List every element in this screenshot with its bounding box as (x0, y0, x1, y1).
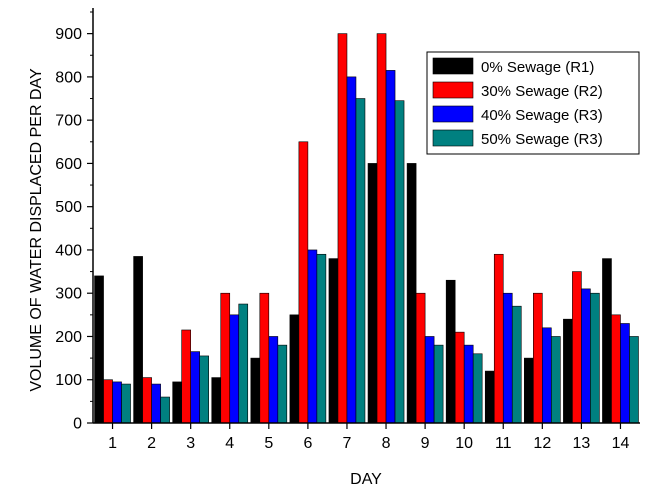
y-tick-label-400: 400 (55, 242, 82, 259)
x-tick-label-2: 2 (147, 435, 156, 452)
bar-series-4-day-11 (511, 305, 522, 424)
y-tick-label-100: 100 (55, 372, 82, 389)
x-tick-label-11: 11 (495, 435, 512, 452)
bar-series-1-day-6 (289, 314, 300, 424)
x-tick-label-13: 13 (572, 435, 590, 452)
y-tick-label-800: 800 (55, 69, 82, 86)
legend-label-3: 40% Sewage (R3) (481, 107, 603, 124)
y-tick-label-500: 500 (55, 199, 82, 216)
bar-series-4-day-8 (394, 100, 405, 424)
bar-series-1-day-2 (133, 256, 143, 424)
x-tick-label-7: 7 (343, 435, 352, 452)
bar-series-4-day-1 (121, 383, 131, 424)
bar-series-3-day-6 (307, 249, 318, 424)
legend-label-2: 30% Sewage (R2) (481, 83, 603, 100)
bar-series-3-day-14 (620, 323, 630, 424)
bar-series-3-day-3 (190, 351, 200, 424)
legend-swatch-2 (432, 81, 474, 99)
bar-series-4-day-5 (277, 344, 288, 424)
bar-series-2-day-7 (337, 33, 348, 424)
bar-series-2-day-6 (298, 141, 309, 424)
bar-series-2-day-11 (493, 253, 504, 424)
bar-series-2-day-1 (103, 379, 113, 424)
bar-series-3-day-7 (346, 76, 357, 424)
y-tick-label-700: 700 (55, 113, 82, 130)
bar-series-4-day-9 (433, 344, 444, 424)
bar-series-1-day-10 (445, 279, 456, 424)
bar-series-3-day-1 (112, 381, 122, 424)
bar-series-1-day-7 (328, 258, 339, 424)
bar-series-1-day-11 (484, 370, 495, 424)
x-tick-label-5: 5 (264, 435, 273, 452)
bar-series-1-day-1 (94, 275, 104, 424)
bar-series-2-day-9 (415, 292, 426, 424)
bar-series-3-day-2 (151, 383, 161, 424)
x-tick-label-14: 14 (612, 435, 630, 452)
bar-series-4-day-13 (590, 292, 600, 424)
x-tick-label-6: 6 (303, 435, 312, 452)
bar-series-2-day-14 (611, 314, 621, 424)
bar-series-3-day-11 (502, 292, 513, 424)
legend-label-1: 0% Sewage (R1) (481, 59, 594, 76)
bar-series-1-day-5 (250, 357, 261, 424)
x-tick-label-1: 1 (108, 435, 117, 452)
bar-series-3-day-10 (463, 344, 474, 424)
bar-series-1-day-12 (524, 357, 534, 424)
x-tick-label-12: 12 (533, 435, 551, 452)
legend: 0% Sewage (R1) 30% Sewage (R2) 40% Sewage … (426, 51, 640, 155)
bar-series-3-day-9 (424, 336, 435, 424)
legend-label-4: 50% Sewage (R3) (481, 131, 603, 148)
bar-series-4-day-7 (355, 98, 366, 424)
bar-series-2-day-10 (454, 331, 465, 424)
bar-series-2-day-3 (181, 329, 191, 424)
y-tick-label-900: 900 (55, 26, 82, 43)
bar-series-4-day-2 (160, 396, 170, 424)
bar-series-1-day-13 (563, 318, 573, 424)
bar-series-4-day-14 (629, 336, 639, 424)
x-tick-label-10: 10 (455, 435, 473, 452)
legend-swatch-1 (432, 57, 474, 75)
bar-series-1-day-14 (602, 258, 612, 424)
bar-series-1-day-8 (367, 163, 378, 424)
x-tick-label-9: 9 (421, 435, 430, 452)
bar-series-2-day-2 (142, 377, 152, 424)
bars-group (94, 33, 639, 424)
legend-swatch-3 (432, 105, 474, 123)
bar-series-1-day-3 (172, 381, 182, 424)
bar-series-3-day-13 (581, 288, 591, 424)
y-tick-label-200: 200 (55, 329, 82, 346)
bar-series-2-day-13 (572, 271, 582, 424)
y-tick-label-300: 300 (55, 286, 82, 303)
legend-swatch-4 (432, 129, 474, 147)
bar-series-4-day-4 (238, 303, 249, 424)
bar-series-2-day-4 (220, 292, 231, 424)
bar-series-2-day-12 (533, 292, 543, 424)
x-tick-label-8: 8 (382, 435, 391, 452)
y-tick-label-0: 0 (73, 416, 82, 433)
bar-series-3-day-5 (268, 336, 279, 424)
bar-series-3-day-4 (229, 314, 240, 424)
bar-series-2-day-5 (259, 292, 270, 424)
bar-series-4-day-6 (316, 253, 327, 424)
bar-series-4-day-10 (472, 353, 483, 424)
bar-series-4-day-12 (551, 336, 561, 424)
x-tick-label-4: 4 (225, 435, 234, 452)
bar-series-3-day-8 (385, 70, 396, 424)
bar-series-1-day-4 (211, 377, 222, 424)
bar-series-4-day-3 (199, 355, 209, 424)
y-axis-title: VOLUME OF WATER DISPLACED PER DAY (28, 68, 45, 392)
bar-series-3-day-12 (542, 327, 552, 424)
bar-series-1-day-9 (406, 163, 417, 424)
bar-series-2-day-8 (376, 33, 387, 424)
x-axis-title: DAY (350, 471, 382, 486)
y-tick-label-600: 600 (55, 156, 82, 173)
x-tick-label-3: 3 (186, 435, 195, 452)
